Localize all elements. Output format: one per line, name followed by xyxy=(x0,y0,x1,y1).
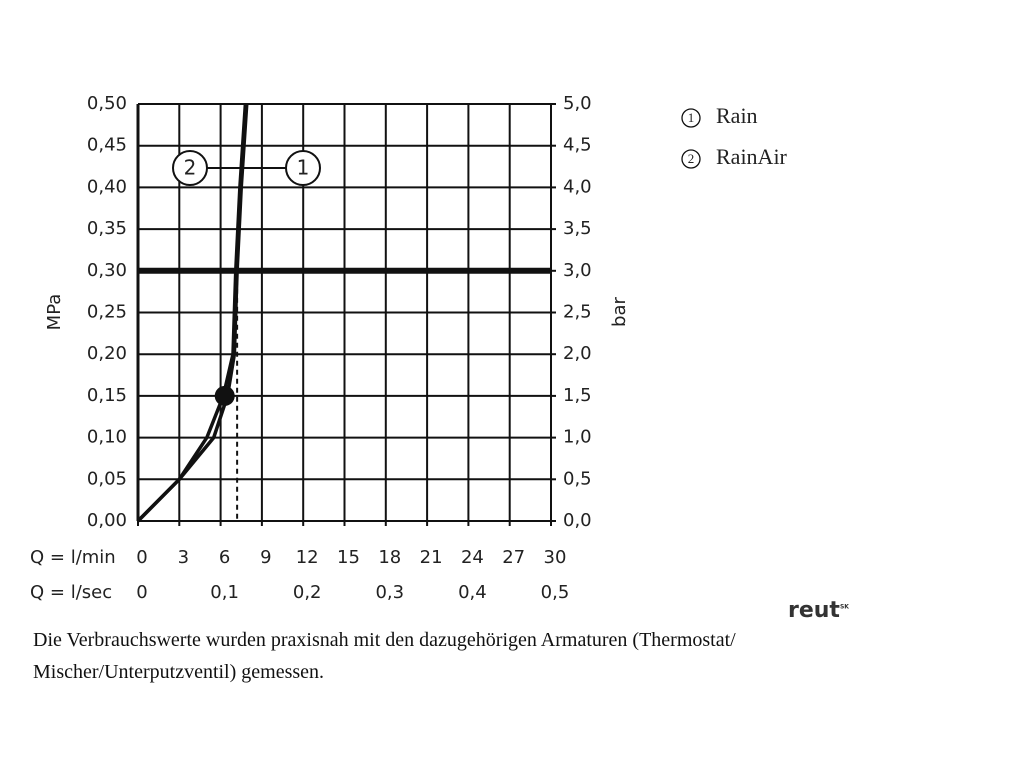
y-tick-label: 0,50 xyxy=(87,93,127,114)
y-tick-label: 0,40 xyxy=(87,176,127,197)
x-tick-label: 30 xyxy=(544,547,567,568)
y2-tick-label: 5,0 xyxy=(563,93,592,114)
x-tick-label: 0 xyxy=(136,547,147,568)
x-tick-label: 18 xyxy=(378,547,401,568)
y2-tick-label: 0,0 xyxy=(563,510,592,531)
legend-label: RainAir xyxy=(716,144,788,169)
callout-circle xyxy=(285,150,321,186)
y2-tick-label: 1,5 xyxy=(563,385,592,406)
y2-tick-label: 2,5 xyxy=(563,302,592,323)
footnote: Die Verbrauchswerte wurden praxisnah mit… xyxy=(33,629,736,683)
y-tick-label: 0,35 xyxy=(87,218,127,239)
logo-text: reut xyxy=(788,598,840,623)
legend-label: Rain xyxy=(716,103,758,128)
callout-circle xyxy=(172,150,208,186)
y2-tick-label: 0,5 xyxy=(563,468,592,489)
y-axis-label: MPa xyxy=(44,294,65,331)
x-tick-label: 15 xyxy=(337,547,360,568)
legend-number: 1 xyxy=(688,110,695,125)
x2-tick-label: 0,2 xyxy=(293,582,322,603)
x-tick-label: 21 xyxy=(420,547,443,568)
series-line xyxy=(136,103,249,523)
y-tick-label: 0,05 xyxy=(87,468,127,489)
y-tick-label: 0,10 xyxy=(87,427,127,448)
x-tick-label: 27 xyxy=(502,547,525,568)
x-tick-label: 12 xyxy=(296,547,319,568)
x-axis-label: Q = l/min xyxy=(30,547,116,568)
operating-point xyxy=(214,385,235,406)
x-tick-label: 24 xyxy=(461,547,484,568)
y-tick-label: 0,00 xyxy=(87,510,127,531)
y2-tick-label: 4,5 xyxy=(563,135,592,156)
callout-label: 1 xyxy=(297,156,310,180)
x2-tick-label: 0,1 xyxy=(210,582,239,603)
x-tick-label: 3 xyxy=(178,547,189,568)
logo: reutSK xyxy=(788,598,849,623)
y-tick-label: 0,15 xyxy=(87,385,127,406)
x2-tick-label: 0,4 xyxy=(458,582,487,603)
y-tick-label: 0,25 xyxy=(87,302,127,323)
y2-tick-label: 1,0 xyxy=(563,427,592,448)
x-tick-label: 6 xyxy=(219,547,230,568)
x2-tick-label: 0 xyxy=(136,582,147,603)
y2-tick-label: 4,0 xyxy=(563,176,592,197)
x2-tick-label: 0,3 xyxy=(375,582,404,603)
y-tick-label: 0,45 xyxy=(87,135,127,156)
callout-label: 2 xyxy=(184,156,197,180)
y2-tick-label: 2,0 xyxy=(563,343,592,364)
x-tick-label: 9 xyxy=(260,547,271,568)
y2-axis-label: bar xyxy=(609,296,630,326)
y-tick-label: 0,20 xyxy=(87,343,127,364)
legend-circle xyxy=(681,149,701,169)
logo-sup: SK xyxy=(839,603,849,611)
y-tick-label: 0,30 xyxy=(87,260,127,281)
x2-tick-label: 0,5 xyxy=(541,582,570,603)
legend-number: 2 xyxy=(688,151,695,166)
y2-tick-label: 3,5 xyxy=(563,218,592,239)
legend: 1 Rain 2 RainAir xyxy=(681,103,788,169)
x2-axis-label: Q = l/sec xyxy=(30,582,112,603)
y2-tick-label: 3,0 xyxy=(563,260,592,281)
legend-circle xyxy=(681,108,701,128)
